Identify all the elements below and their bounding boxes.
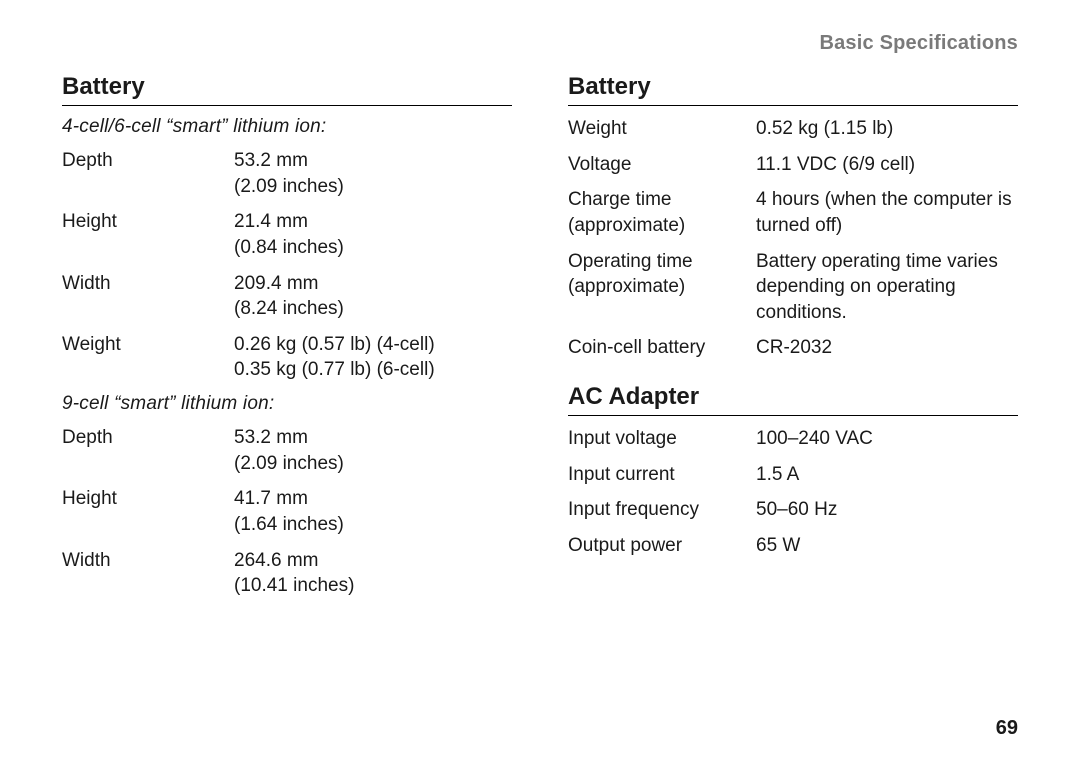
spec-row: Input frequency 50–60 Hz (568, 497, 1018, 523)
spec-label: Depth (62, 148, 234, 174)
spec-row: Weight 0.26 kg (0.57 lb) (4-cell) 0.35 k… (62, 332, 512, 383)
spec-label: Output power (568, 533, 756, 559)
spec-row: Charge time (approximate) 4 hours (when … (568, 187, 1018, 238)
divider (568, 415, 1018, 416)
spec-label: Width (62, 271, 234, 297)
page-header: Basic Specifications (62, 32, 1018, 55)
spec-value: 264.6 mm (10.41 inches) (234, 548, 512, 599)
spec-value: 100–240 VAC (756, 426, 1018, 452)
spec-label: Voltage (568, 152, 756, 178)
spec-value: 4 hours (when the computer is turned off… (756, 187, 1018, 238)
spec-row: Input current 1.5 A (568, 462, 1018, 488)
spec-value: 41.7 mm (1.64 inches) (234, 486, 512, 537)
spec-value: 50–60 Hz (756, 497, 1018, 523)
spec-row: Input voltage 100–240 VAC (568, 426, 1018, 452)
spec-label: Coin-cell battery (568, 335, 756, 361)
spec-row: Width 264.6 mm (10.41 inches) (62, 548, 512, 599)
spec-value: Battery operating time varies depending … (756, 249, 1018, 326)
spec-value: 209.4 mm (8.24 inches) (234, 271, 512, 322)
spec-value: 65 W (756, 533, 1018, 559)
battery-subhead-9cell: 9-cell “smart” lithium ion: (62, 393, 512, 415)
spec-label: Weight (568, 116, 756, 142)
spec-row: Coin-cell battery CR-2032 (568, 335, 1018, 361)
spec-value: 0.52 kg (1.15 lb) (756, 116, 1018, 142)
spec-row: Depth 53.2 mm (2.09 inches) (62, 148, 512, 199)
spec-value: 21.4 mm (0.84 inches) (234, 209, 512, 260)
spec-row: Weight 0.52 kg (1.15 lb) (568, 116, 1018, 142)
spec-label: Height (62, 486, 234, 512)
spec-value: 53.2 mm (2.09 inches) (234, 425, 512, 476)
spec-value: 11.1 VDC (6/9 cell) (756, 152, 1018, 178)
spec-value: 0.26 kg (0.57 lb) (4-cell) 0.35 kg (0.77… (234, 332, 512, 383)
divider (62, 105, 512, 106)
spec-label: Input frequency (568, 497, 756, 523)
columns: Battery 4-cell/6-cell “smart” lithium io… (62, 73, 1018, 609)
spec-row: Voltage 11.1 VDC (6/9 cell) (568, 152, 1018, 178)
spec-label: Depth (62, 425, 234, 451)
spec-label: Input voltage (568, 426, 756, 452)
ac-adapter-title: AC Adapter (568, 383, 1018, 411)
battery-title-left: Battery (62, 73, 512, 101)
spec-row: Width 209.4 mm (8.24 inches) (62, 271, 512, 322)
divider (568, 105, 1018, 106)
battery-title-right: Battery (568, 73, 1018, 101)
spec-label: Charge time (approximate) (568, 187, 756, 238)
spec-row: Height 21.4 mm (0.84 inches) (62, 209, 512, 260)
left-column: Battery 4-cell/6-cell “smart” lithium io… (62, 73, 512, 609)
spec-label: Weight (62, 332, 234, 358)
spec-label: Input current (568, 462, 756, 488)
right-column: Battery Weight 0.52 kg (1.15 lb) Voltage… (568, 73, 1018, 609)
spec-page: Basic Specifications Battery 4-cell/6-ce… (0, 0, 1080, 766)
battery-subhead-46cell: 4-cell/6-cell “smart” lithium ion: (62, 116, 512, 138)
spec-row: Operating time (approximate) Battery ope… (568, 249, 1018, 326)
page-number: 69 (996, 717, 1018, 740)
spec-row: Output power 65 W (568, 533, 1018, 559)
spec-value: 53.2 mm (2.09 inches) (234, 148, 512, 199)
spec-value: CR-2032 (756, 335, 1018, 361)
spec-row: Height 41.7 mm (1.64 inches) (62, 486, 512, 537)
spec-label: Width (62, 548, 234, 574)
spec-value: 1.5 A (756, 462, 1018, 488)
spec-label: Operating time (approximate) (568, 249, 756, 300)
spec-label: Height (62, 209, 234, 235)
spec-row: Depth 53.2 mm (2.09 inches) (62, 425, 512, 476)
